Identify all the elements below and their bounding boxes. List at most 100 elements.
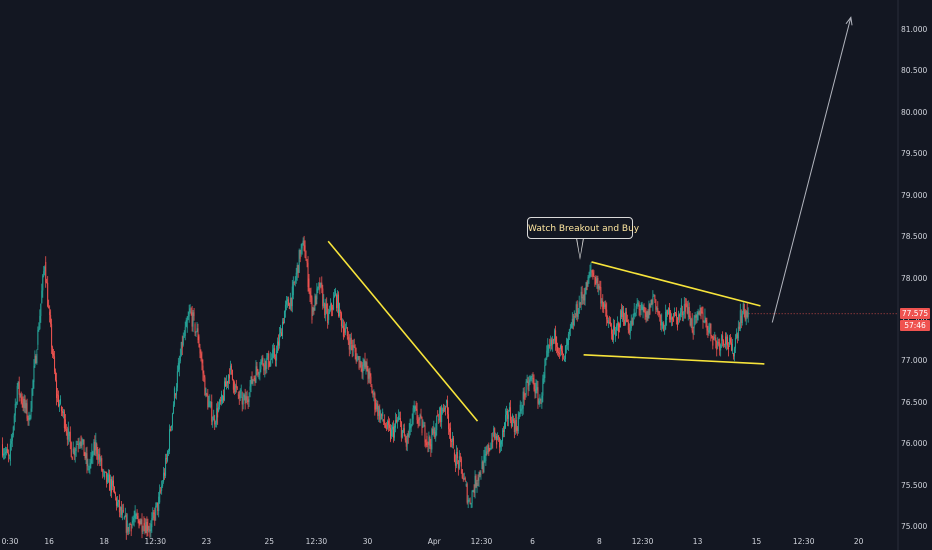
candle-body: [550, 339, 552, 347]
candle-body: [539, 397, 541, 401]
candle-body: [44, 266, 46, 272]
candle-body: [445, 407, 447, 409]
candle-body: [355, 353, 357, 362]
candle-body: [228, 375, 230, 379]
candle-body: [151, 518, 153, 528]
candle-body: [108, 474, 110, 482]
candle-body: [259, 369, 261, 374]
candle-body: [508, 407, 510, 412]
candle-body: [624, 311, 626, 325]
candle-body: [77, 444, 79, 446]
candle-body: [240, 390, 242, 392]
candle-body: [363, 360, 365, 366]
candle-body: [326, 303, 328, 309]
candle-body: [668, 308, 670, 315]
candle-body: [272, 349, 274, 359]
candle-body: [51, 324, 53, 348]
time-tick-label: 15: [751, 537, 762, 546]
candle-body: [376, 403, 378, 410]
candle-body: [732, 353, 734, 357]
candle-body: [14, 403, 16, 416]
candle-body: [248, 399, 250, 403]
candle-body: [177, 363, 179, 372]
candle-body: [408, 429, 410, 437]
candle-body: [72, 448, 74, 453]
candle-body: [79, 442, 81, 445]
candle-body: [506, 411, 508, 419]
candle-body: [694, 315, 696, 318]
candle-body: [605, 304, 607, 310]
candle-body: [480, 474, 482, 476]
candle-body: [298, 250, 300, 273]
candle-body: [592, 272, 594, 276]
candle-body: [509, 407, 511, 421]
candle-body: [136, 513, 138, 516]
candle-body: [344, 328, 346, 333]
candle-body: [541, 395, 543, 404]
candle-body: [130, 524, 132, 532]
candle-body: [380, 413, 382, 420]
candle-body: [351, 344, 353, 351]
candle-body: [331, 303, 333, 310]
candle-body: [287, 299, 289, 306]
candle-body: [125, 514, 127, 533]
candle-body: [534, 389, 536, 394]
candle-body: [418, 419, 420, 421]
candle-body: [352, 345, 354, 351]
candle-body: [188, 312, 190, 317]
candle-body: [689, 315, 691, 326]
price-tick-label: 75.000: [901, 522, 928, 532]
candle-body: [211, 401, 213, 422]
candle-body: [745, 310, 747, 320]
candle-body: [647, 311, 649, 318]
candle-body: [703, 321, 705, 323]
candle-body: [36, 353, 38, 364]
candle-body: [586, 282, 588, 291]
annotation-callout[interactable]: Watch Breakout and Buy: [527, 217, 639, 239]
arrow-head: [845, 16, 853, 26]
candle-body: [615, 330, 617, 337]
candle-body: [588, 276, 590, 278]
candle-body: [655, 299, 657, 310]
candle-body: [632, 314, 634, 325]
candle-body: [434, 431, 436, 438]
candle-body: [169, 429, 171, 452]
candle-body: [730, 342, 732, 351]
candle-body: [744, 311, 746, 320]
candle-body: [412, 408, 414, 419]
candle-body: [611, 328, 613, 334]
trendline[interactable]: [327, 240, 479, 422]
time-tick-label: 0:30: [1, 537, 19, 546]
candle-body: [142, 531, 144, 533]
candle-body: [74, 451, 76, 456]
candle-body: [102, 470, 104, 472]
candle-body: [374, 393, 376, 410]
candle-body: [643, 306, 645, 312]
candle-body: [277, 341, 279, 354]
candle-body: [483, 455, 485, 473]
projection-arrow[interactable]: [771, 17, 852, 323]
candle-body: [707, 330, 709, 333]
candle-body: [10, 440, 12, 444]
candle-body: [507, 414, 509, 419]
candle-body: [116, 502, 118, 506]
candle-body: [671, 317, 673, 320]
candle-body: [398, 417, 400, 420]
candle-body: [368, 371, 370, 379]
candle-body: [369, 371, 371, 377]
candle-body: [242, 396, 244, 405]
price-axis[interactable]: 75.000 75.500 76.000 76.500 77.000 77.500 78.0…: [898, 0, 932, 550]
candle-body: [465, 484, 467, 486]
candle-body: [23, 399, 25, 408]
candle-body: [253, 377, 255, 379]
trendline[interactable]: [591, 261, 761, 307]
candle-body: [126, 520, 128, 533]
candle-body: [718, 342, 720, 343]
candle-body: [531, 374, 533, 378]
candle-body: [739, 310, 741, 329]
trendline[interactable]: [583, 353, 765, 365]
candle-body: [492, 439, 494, 443]
candle-body: [330, 303, 332, 311]
candle-body: [727, 336, 729, 346]
